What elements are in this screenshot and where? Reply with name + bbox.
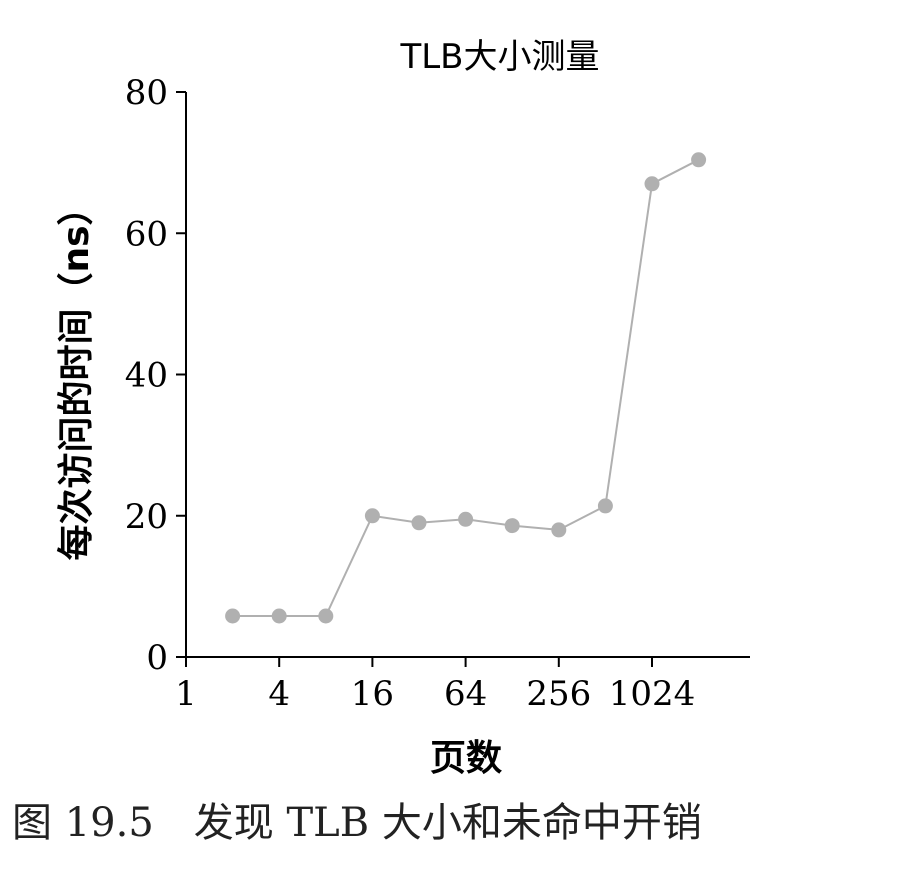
x-tick-label: 256 [526,674,591,714]
x-tick-label: 4 [268,674,290,714]
x-tick-label: 64 [444,674,487,714]
data-point [225,608,241,624]
y-axis-label: 每次访问的时间（ns） [56,189,97,560]
chart-title: TLB大小测量 [399,37,599,77]
data-point [551,522,567,538]
data-point [644,176,660,192]
figure-caption: 图 19.5 发现 TLB 大小和未命中开销 [12,800,702,846]
chart: TLB大小测量 0 20 40 60 80 1 4 16 64 256 1024 每次访问的时间（… [56,37,750,779]
data-point [271,608,287,624]
data-point [691,152,707,168]
x-tick-label: 16 [351,674,394,714]
x-tick-label: 1 [175,674,197,714]
x-axis-label: 页数 [430,738,502,779]
y-tick-label: 0 [146,638,168,678]
data-point [597,498,613,514]
plot-area [225,152,707,624]
data-point [504,518,520,534]
data-point [364,508,380,524]
y-tick-label: 60 [125,214,168,254]
y-tick-label: 40 [125,356,168,396]
data-point [458,511,474,527]
data-point [318,608,334,624]
data-point [411,515,427,531]
y-tick-label: 80 [125,73,168,113]
y-axis: 0 20 40 60 80 [125,73,187,678]
series-line [232,158,700,617]
x-axis: 1 4 16 64 256 1024 [175,656,750,714]
x-tick-label: 1024 [609,674,696,714]
y-tick-label: 20 [125,497,168,537]
